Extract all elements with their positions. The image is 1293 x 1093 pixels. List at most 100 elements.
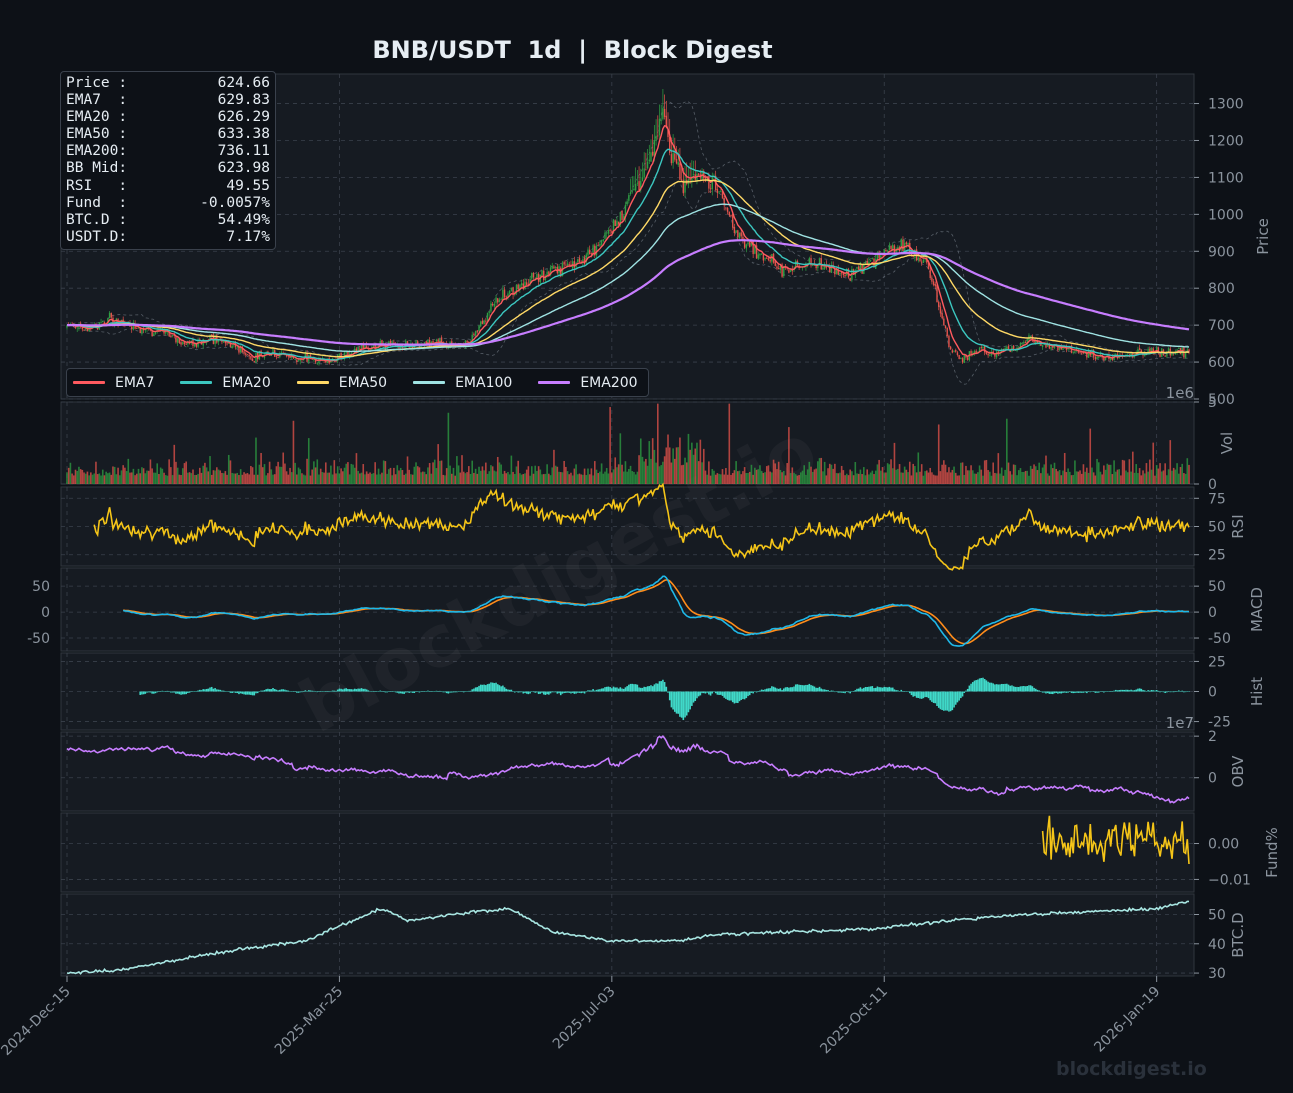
candle-body — [869, 260, 872, 261]
hist-bar — [422, 691, 424, 692]
hist-bar — [685, 691, 688, 716]
volume-bar — [120, 470, 123, 484]
volume-bar — [384, 461, 387, 484]
legend-swatch — [296, 381, 329, 384]
candle-body — [607, 230, 610, 234]
volume-bar — [1106, 463, 1109, 484]
volume-bar — [483, 470, 485, 484]
candle-body — [318, 359, 320, 364]
candle-body — [1067, 348, 1069, 350]
hist-bar — [563, 691, 565, 694]
candle-body — [788, 269, 790, 273]
volume-bar — [96, 474, 99, 484]
volume-bar — [1017, 470, 1020, 484]
volume-bar — [280, 466, 283, 484]
hist-bar — [861, 688, 863, 692]
volume-bar — [852, 475, 855, 484]
hist-bar — [1097, 691, 1100, 693]
candle-body — [1026, 339, 1028, 344]
hist-bar — [435, 690, 438, 692]
volume-bar — [144, 473, 147, 484]
hist-bar — [607, 686, 610, 692]
candle-body — [585, 254, 587, 263]
volume-bar — [970, 465, 972, 484]
candle-body — [573, 261, 576, 268]
hist-bar — [403, 691, 405, 694]
hist-bar — [335, 690, 337, 692]
volume-bar — [1036, 470, 1039, 484]
candle-body — [983, 346, 986, 353]
volume-bar — [800, 472, 802, 484]
candle-body — [355, 348, 358, 352]
volume-bar — [878, 459, 880, 484]
volume-bar — [486, 473, 489, 484]
volume-bar — [924, 471, 926, 484]
hist-bar — [1162, 691, 1165, 693]
hist-bar — [406, 691, 409, 693]
candle-body — [966, 357, 969, 360]
hist-bar — [158, 691, 160, 692]
hist-bar — [691, 691, 693, 706]
hist-bar — [956, 691, 959, 703]
volume-bar — [1152, 442, 1155, 484]
y-tick-label: 40 — [1208, 937, 1226, 953]
candle-body — [600, 240, 603, 245]
axis-scale-label: 1e6 — [1166, 384, 1194, 402]
hist-bar — [985, 680, 988, 692]
candle-body — [83, 329, 85, 331]
volume-bar — [199, 467, 201, 484]
candle-body — [1079, 352, 1081, 353]
volume-bar — [704, 470, 707, 484]
hist-bar — [634, 684, 637, 692]
y-tick-label: 1200 — [1208, 133, 1244, 149]
volume-bar — [740, 474, 743, 484]
volume-bar — [428, 463, 431, 484]
volume-bar — [302, 474, 305, 484]
volume-bar — [359, 473, 361, 484]
candle-body — [680, 179, 683, 181]
hist-bar — [682, 691, 685, 721]
candle-body — [595, 246, 598, 256]
candle-body — [1058, 346, 1061, 350]
info-value: 623.98 — [217, 160, 270, 177]
hist-bar — [876, 686, 879, 692]
volume-bar — [485, 462, 487, 484]
candle-body — [626, 201, 628, 205]
candle-body — [359, 348, 361, 350]
hist-bar — [599, 689, 601, 692]
candle-body — [1155, 347, 1158, 352]
volume-bar — [1169, 440, 1172, 484]
candle-body — [345, 352, 347, 354]
volume-bars — [66, 403, 1190, 484]
hist-bar — [510, 689, 513, 692]
volume-bar — [478, 466, 480, 484]
hist-bar — [1169, 691, 1172, 693]
volume-bar — [473, 472, 475, 484]
volume-bar — [1041, 467, 1044, 484]
hist-bar — [282, 689, 285, 692]
volume-bar — [307, 438, 310, 484]
legend-item: EMA20 — [180, 375, 271, 391]
candle-body — [864, 262, 867, 264]
volume-bar — [762, 472, 765, 484]
candle-body — [512, 287, 514, 295]
volume-bar — [1188, 464, 1190, 484]
candle-body — [606, 232, 608, 234]
hist-bar — [767, 688, 770, 692]
volume-bar — [769, 471, 771, 484]
info-row: EMA20 :626.29 — [66, 109, 270, 126]
volume-bar — [338, 473, 341, 484]
candle-body — [677, 162, 679, 165]
volume-bar — [222, 473, 225, 484]
volume-bar — [517, 460, 519, 484]
candle-body — [357, 347, 359, 353]
candle-body — [1178, 347, 1180, 349]
hist-bar — [922, 691, 925, 699]
candle-body — [365, 346, 368, 348]
volume-bar — [427, 467, 429, 484]
volume-bar — [706, 474, 708, 484]
volume-bar — [1002, 475, 1005, 484]
hist-bar — [437, 691, 439, 692]
volume-bar — [946, 472, 949, 484]
volume-bar — [1177, 473, 1180, 484]
